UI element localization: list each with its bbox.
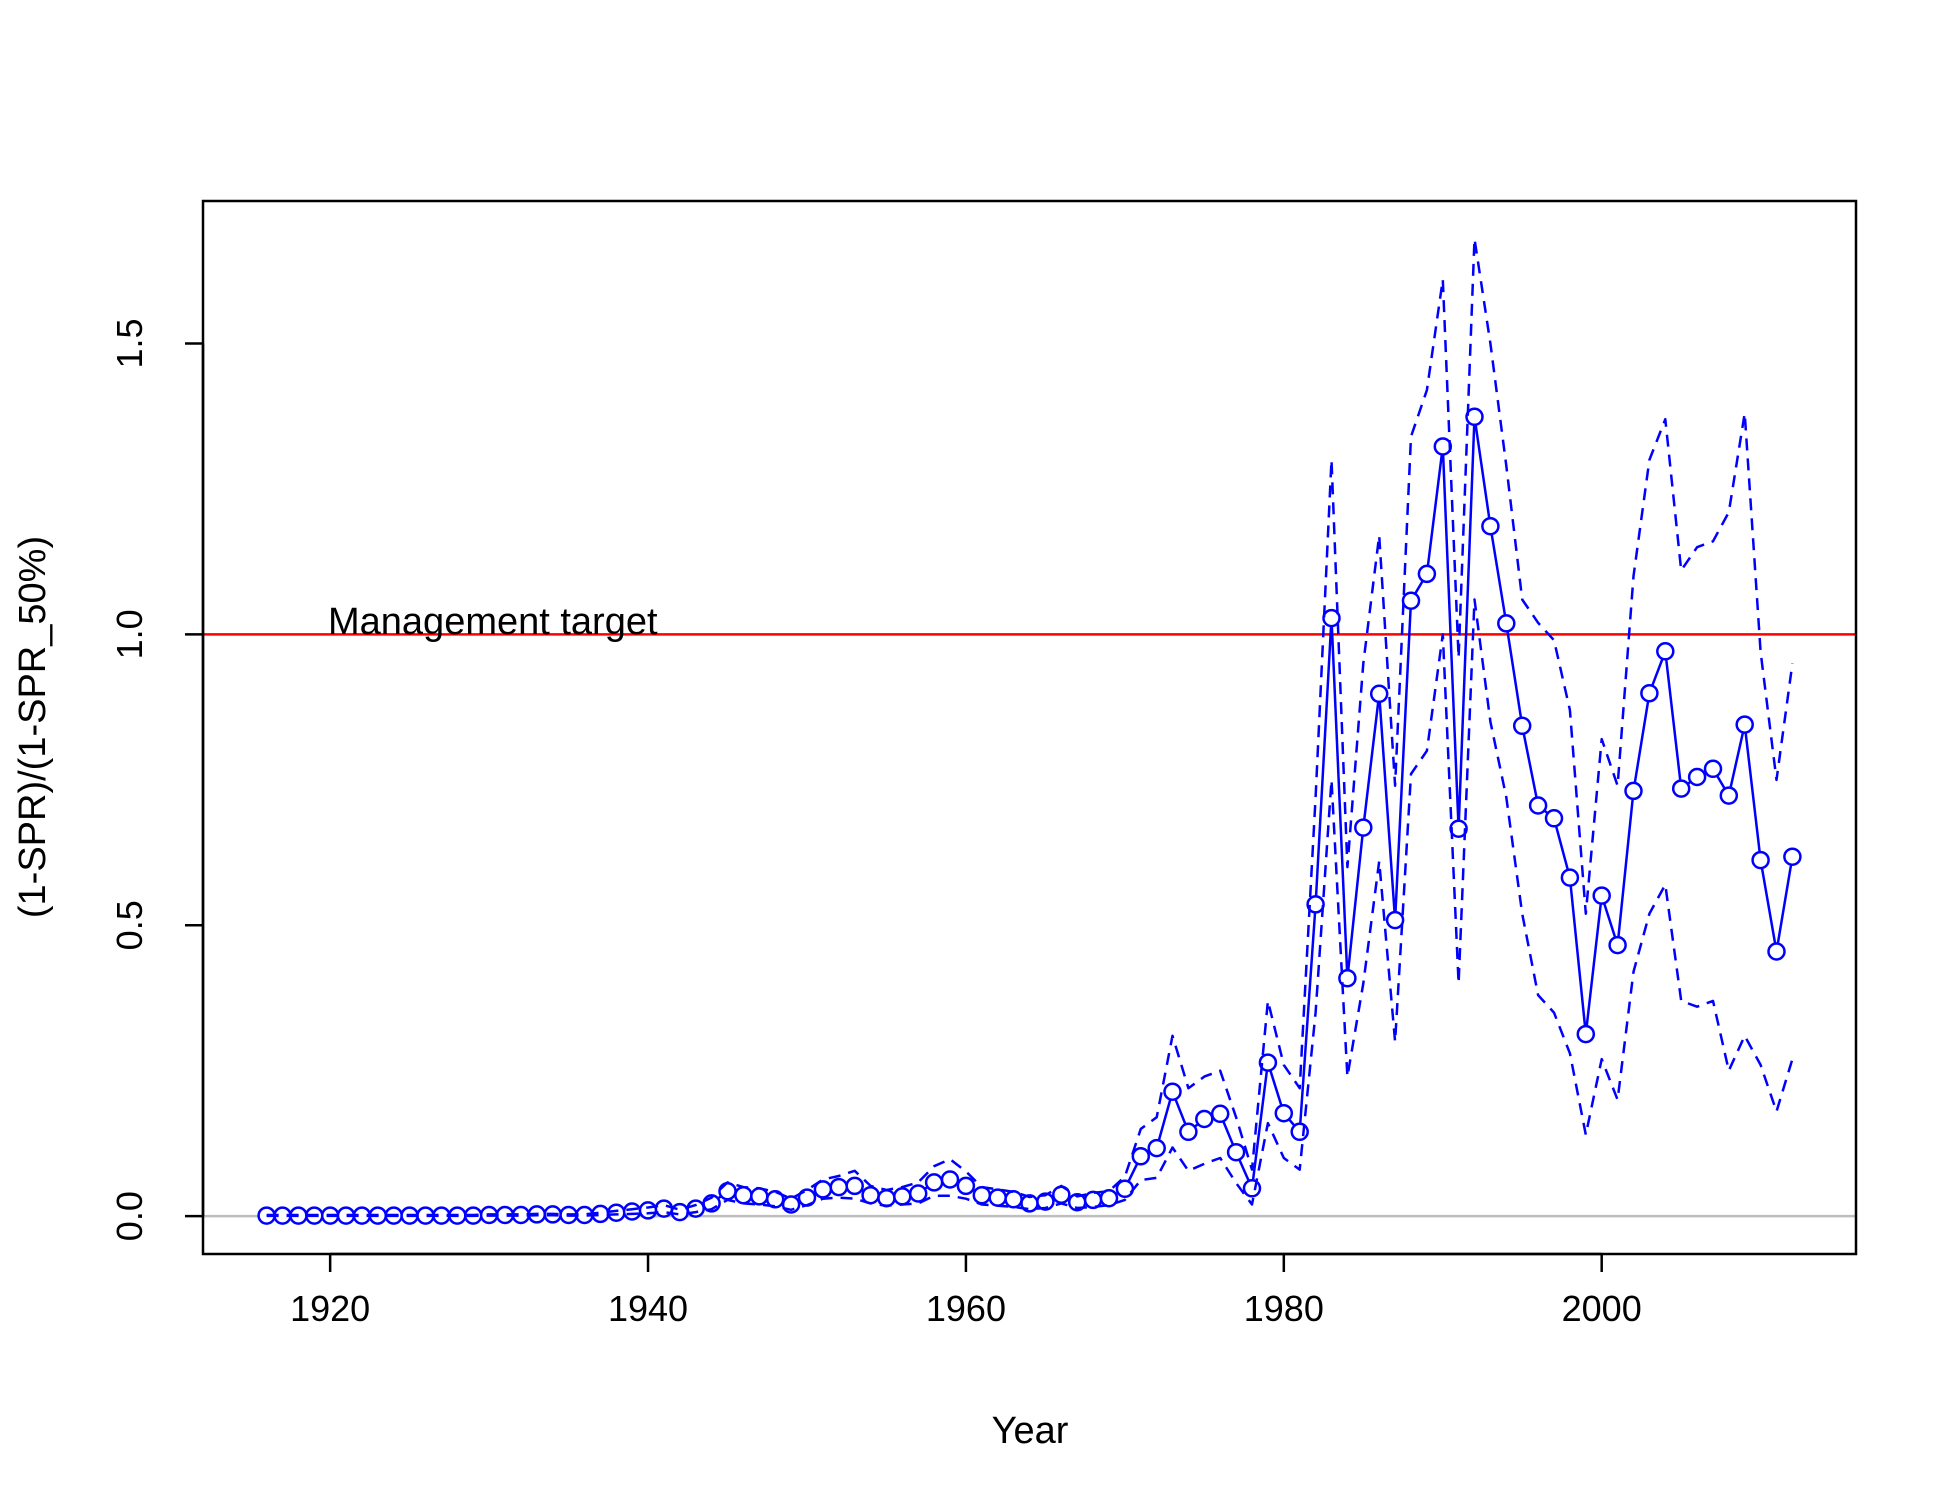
data-point xyxy=(1354,818,1373,837)
data-point xyxy=(654,1199,674,1218)
data-point xyxy=(1147,1138,1166,1158)
data-point xyxy=(845,1176,864,1196)
data-point xyxy=(1544,809,1564,828)
x-tick-label: 1920 xyxy=(290,1288,370,1329)
annotation-management-target: Management target xyxy=(328,601,658,643)
data-point xyxy=(1195,1109,1214,1129)
data-point xyxy=(1783,847,1802,866)
data-point xyxy=(1258,1053,1278,1072)
data-point xyxy=(1767,942,1786,961)
series-line-upper-interval xyxy=(266,237,1794,1217)
x-tick-label: 1940 xyxy=(608,1288,688,1329)
data-point xyxy=(924,1173,944,1192)
data-point xyxy=(1560,868,1580,887)
data-point xyxy=(1004,1190,1023,1209)
data-point xyxy=(1401,591,1421,610)
data-point xyxy=(893,1187,912,1206)
data-point xyxy=(1417,564,1437,584)
data-point xyxy=(940,1170,960,1189)
data-point xyxy=(1512,716,1532,736)
data-point xyxy=(1099,1188,1119,1208)
data-point xyxy=(1735,715,1754,734)
data-point xyxy=(622,1202,642,1221)
data-point xyxy=(670,1202,690,1222)
data-point xyxy=(734,1185,753,1205)
data-point xyxy=(1751,850,1770,870)
data-point xyxy=(829,1177,849,1197)
x-tick-label: 2000 xyxy=(1562,1288,1642,1329)
data-point xyxy=(1576,1024,1596,1044)
data-point xyxy=(1687,767,1707,787)
data-point xyxy=(956,1176,976,1196)
data-point xyxy=(1210,1104,1230,1124)
data-point xyxy=(1528,796,1548,815)
y-tick-label: 0.0 xyxy=(109,1191,150,1241)
x-axis: 1920 1940 1960 1980 2000 xyxy=(290,1252,1642,1329)
data-point xyxy=(1242,1179,1262,1198)
data-point xyxy=(1608,935,1627,955)
data-point xyxy=(1179,1122,1198,1142)
data-point xyxy=(1465,407,1484,427)
x-tick-label: 1960 xyxy=(926,1288,1006,1329)
data-point xyxy=(1656,642,1675,661)
data-point xyxy=(1369,684,1389,704)
x-tick-label: 1980 xyxy=(1244,1288,1324,1329)
data-point xyxy=(1036,1192,1055,1211)
data-point xyxy=(1322,608,1341,628)
data-point xyxy=(1481,516,1500,536)
series-line-lower-interval xyxy=(266,598,1794,1218)
data-point xyxy=(908,1184,928,1203)
y-axis-title: (1-SPR)/(1-SPR_50%) xyxy=(12,536,54,918)
data-point xyxy=(1671,779,1691,798)
x-axis-title: Year xyxy=(992,1410,1069,1452)
y-tick-label: 1.0 xyxy=(109,609,150,659)
data-point xyxy=(1163,1082,1182,1101)
data-point xyxy=(1592,886,1611,905)
data-point xyxy=(1497,614,1516,633)
data-point xyxy=(972,1185,992,1205)
data-point xyxy=(1226,1142,1246,1162)
data-point xyxy=(638,1201,658,1220)
y-axis: 0.0 0.5 1.0 1.5 xyxy=(109,319,205,1241)
data-point xyxy=(1274,1103,1294,1123)
series-group xyxy=(257,237,1802,1225)
data-point xyxy=(1131,1147,1151,1166)
data-point xyxy=(718,1181,737,1201)
y-tick-label: 1.5 xyxy=(109,319,150,369)
data-point xyxy=(1624,781,1643,801)
data-point xyxy=(686,1199,705,1218)
data-point xyxy=(1719,786,1739,805)
data-point xyxy=(1703,759,1723,779)
y-tick-label: 0.5 xyxy=(109,900,150,950)
data-point xyxy=(1640,683,1659,703)
data-point xyxy=(1306,895,1325,914)
data-point xyxy=(988,1188,1007,1207)
data-point xyxy=(1385,910,1405,930)
data-point xyxy=(765,1190,785,1209)
